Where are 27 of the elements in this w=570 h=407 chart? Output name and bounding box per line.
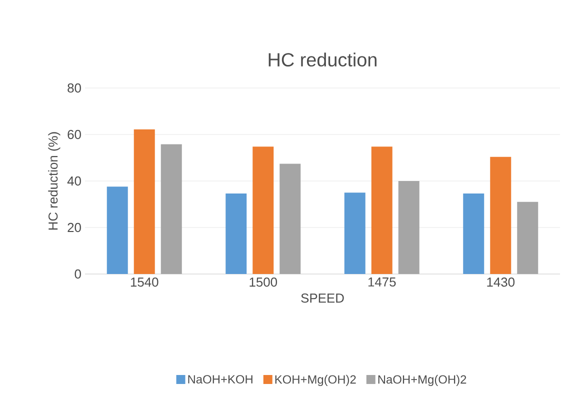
y-tick-label: 60 [68,130,81,140]
y-tick-label: 80 [68,83,81,93]
bar [226,194,247,274]
y-axis-title: HC reduction (%) [48,132,60,230]
x-tick-label: 1540 [130,278,158,287]
bar [106,186,128,274]
y-tick-label: 0 [74,269,81,279]
bar [490,156,512,274]
x-tick-label: 1500 [250,278,278,287]
bar [252,146,274,274]
bar [371,146,392,274]
x-tick-label: 1430 [487,278,515,287]
bar [134,129,155,274]
bar [280,164,301,274]
legend-label: KOH+Mg(OH)2 [275,374,356,386]
bar [517,202,538,274]
x-axis-title: SPEED [301,294,344,303]
legend-label: NaOH+KOH [188,375,252,384]
y-tick-label: 40 [67,176,81,186]
chart-title: HC reduction [268,52,376,67]
x-tick-label: 1475 [368,278,396,287]
bar [344,192,366,274]
bar [160,144,182,274]
legend-label: NaOH+Mg(OH)2 [378,374,466,386]
bar [463,194,484,274]
y-tick-label: 20 [68,222,81,232]
bar [398,181,420,274]
